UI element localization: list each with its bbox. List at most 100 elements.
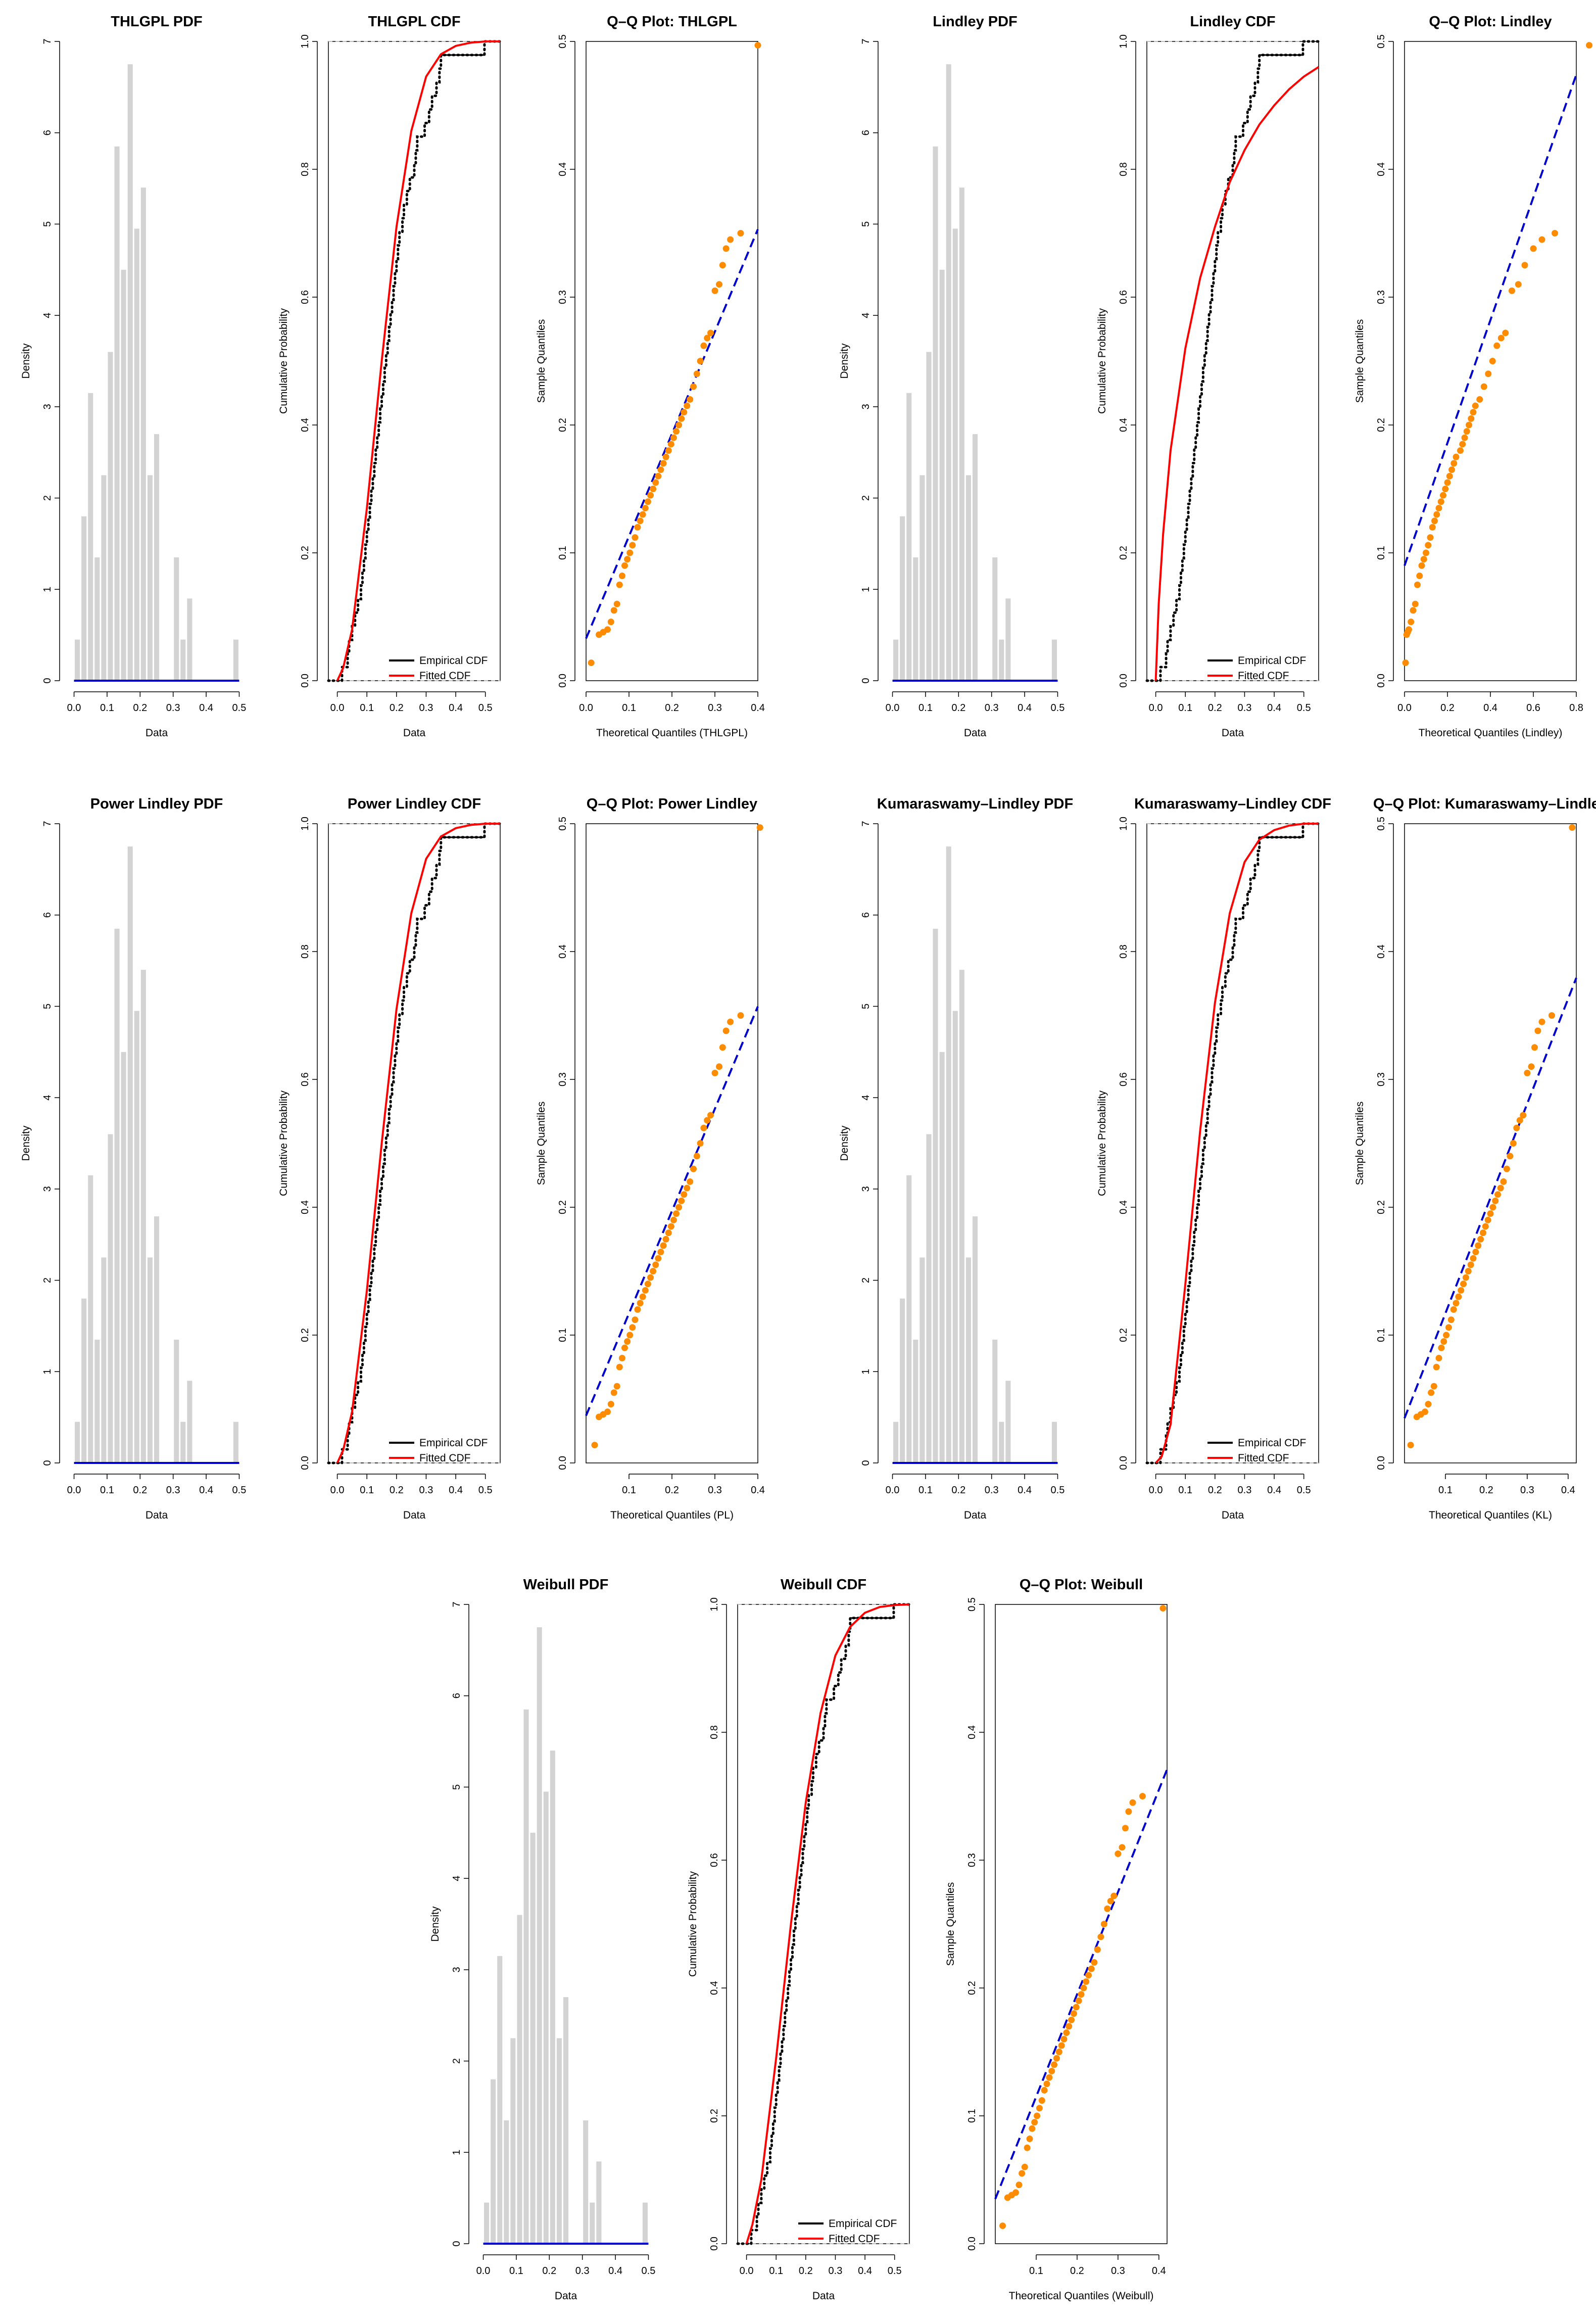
x-axis-title: Data: [964, 727, 987, 739]
histogram-bar: [101, 475, 107, 681]
y-tick-label: 6: [451, 1693, 462, 1698]
y-tick-label: 0.0: [1118, 674, 1129, 688]
qq-point: [639, 1293, 646, 1300]
qq-point: [1461, 434, 1468, 441]
qq-reference-line: [1404, 977, 1577, 1419]
qq-point: [1051, 2061, 1058, 2068]
y-tick-label: 0.5: [557, 34, 568, 49]
histogram-bar: [550, 1750, 555, 2244]
histogram-bar: [75, 1422, 80, 1463]
y-tick-label: 0.1: [966, 2109, 978, 2123]
histogram-bar: [523, 1709, 529, 2244]
qq-point: [634, 524, 641, 531]
qq-point: [1502, 329, 1509, 337]
qq-reference-line: [585, 229, 759, 639]
qq-point: [1431, 517, 1438, 525]
y-tick-label: 1.0: [300, 817, 311, 831]
qq-point: [722, 245, 730, 252]
y-axis-title: Sample Quantiles: [536, 319, 547, 403]
qq-point: [647, 492, 654, 499]
y-tick-label: 0.8: [300, 162, 311, 176]
qq-point: [1493, 342, 1501, 349]
qq-point: [607, 1401, 614, 1408]
y-axis-title: Sample Quantiles: [945, 1882, 956, 1966]
histogram-bar: [180, 639, 186, 681]
qq-point: [1458, 1287, 1465, 1294]
qq-point: [1094, 1946, 1101, 1953]
y-tick-label: 0.0: [1376, 1456, 1387, 1470]
qq-point: [657, 1249, 664, 1256]
y-tick-label: 7: [42, 821, 53, 826]
qq-point: [756, 824, 763, 831]
histogram-bar: [933, 146, 938, 681]
x-tick-label: 0.3: [419, 1485, 433, 1496]
y-tick-label: 6: [860, 130, 872, 135]
histogram-bar: [939, 269, 945, 681]
qq-point: [644, 498, 651, 505]
qq-point: [1104, 1905, 1111, 1912]
x-tick-label: 0.3: [829, 2265, 843, 2277]
y-tick-label: 0.5: [1376, 34, 1387, 49]
qq-point: [1066, 2023, 1073, 2030]
histogram-bar: [959, 970, 964, 1463]
x-tick-label: 0.0: [1149, 702, 1163, 714]
x-tick-label: 0.3: [166, 1485, 180, 1496]
panel-lindley-cdf: Lindley CDF 0.0 0.2 0.4 0.6 0.8 1.0 Cumulative …: [1096, 14, 1320, 739]
y-tick-label: 2: [451, 2058, 462, 2064]
panel-title: Q–Q Plot: Weibull: [1020, 1577, 1143, 1593]
panel-kumaraswamy-lindley-pdf: Kumaraswamy–Lindley PDF 0 1 2 3 4 5 6 7 Density 0.…: [839, 796, 1073, 1521]
qq-point: [613, 600, 620, 607]
histogram-bar: [906, 393, 912, 681]
qq-point: [1453, 1300, 1460, 1307]
y-tick-label: 0.4: [300, 418, 311, 432]
qq-point: [1467, 1261, 1474, 1268]
qq-point: [591, 1442, 598, 1449]
qq-point: [737, 1012, 744, 1019]
histogram-bar: [174, 557, 179, 681]
y-tick-label: 0.2: [1118, 546, 1129, 560]
x-axis-title: Data: [812, 2290, 835, 2302]
qq-point: [1083, 1978, 1090, 1985]
qq-point: [624, 1338, 631, 1345]
histogram-bar: [147, 1257, 153, 1463]
histogram-bar: [127, 846, 133, 1463]
y-tick-label: 1: [860, 1369, 872, 1375]
histogram-bar: [933, 928, 938, 1463]
qq-point: [1410, 607, 1417, 614]
histogram-bar: [154, 1216, 160, 1463]
y-tick-label: 0.5: [1376, 817, 1387, 831]
qq-point: [1421, 1408, 1428, 1415]
x-tick-label: 0.3: [575, 2265, 590, 2277]
histogram-bar: [1005, 598, 1011, 681]
qq-point: [1423, 549, 1429, 556]
plot-frame: [1404, 823, 1577, 1463]
x-tick-label: 0.3: [1111, 2265, 1125, 2277]
x-axis-title: Theoretical Quantiles (Lindley): [1419, 727, 1563, 739]
qq-point: [1031, 2119, 1038, 2126]
fitted-cdf-curve: [336, 40, 500, 681]
y-tick-label: 0: [860, 1460, 872, 1465]
qq-point: [629, 542, 636, 549]
histogram-bar: [484, 2202, 490, 2244]
y-tick-label: 0: [42, 678, 53, 683]
qq-point: [1414, 581, 1421, 588]
qq-point: [634, 1306, 641, 1313]
qq-point: [613, 1383, 620, 1390]
qq-point: [999, 2222, 1006, 2230]
panel-power-lindley-pdf: Power Lindley PDF 0 1 2 3 4 5 6 7 Density 0.0 0.1 0.…: [20, 796, 246, 1521]
histogram-bar: [946, 846, 951, 1463]
x-tick-label: 0.6: [1526, 702, 1540, 714]
qq-point: [1433, 511, 1440, 518]
y-tick-label: 0.6: [300, 290, 311, 304]
plot-frame: [1146, 823, 1319, 1463]
qq-point: [657, 466, 664, 473]
qq-point: [1538, 236, 1545, 243]
y-tick-label: 0.5: [966, 1597, 978, 1612]
qq-reference-line: [994, 1769, 1168, 2200]
y-tick-label: 1.0: [709, 1597, 720, 1612]
y-tick-label: 0.4: [1376, 162, 1387, 176]
x-tick-label: 0.4: [199, 1485, 213, 1496]
qq-point: [1412, 600, 1419, 607]
y-tick-label: 0.1: [1376, 546, 1387, 560]
qq-point: [1528, 1063, 1535, 1070]
